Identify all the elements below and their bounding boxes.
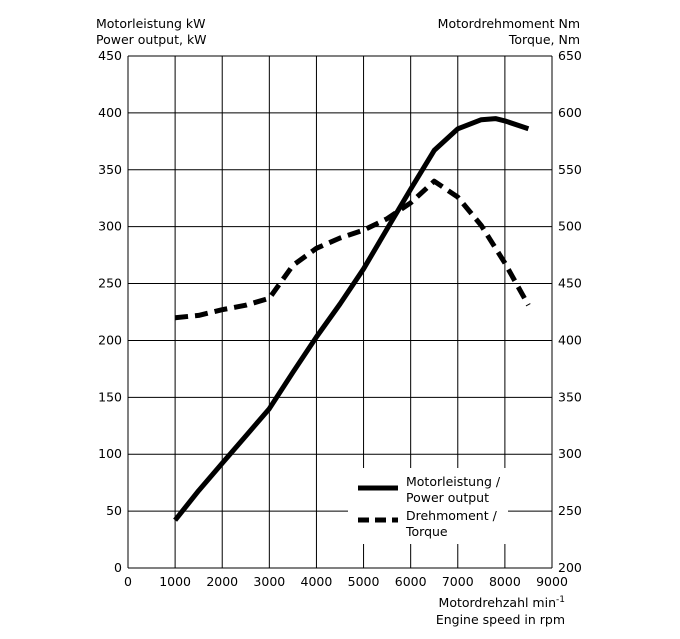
legend-power-de: Motorleistung / [406, 474, 501, 489]
legend-torque-en: Torque [405, 524, 448, 539]
right-axis-title-en: Torque, Nm [508, 32, 580, 47]
right-tick-label-0: 200 [558, 560, 582, 575]
left-tick-label-8: 400 [98, 105, 122, 120]
series-group [173, 116, 531, 522]
right-tick-label-7: 550 [558, 162, 582, 177]
left-axis-title-en: Power output, kW [96, 32, 207, 47]
x-axis-title-en: Engine speed in rpm [436, 612, 565, 627]
x-tick-label-1: 1000 [159, 574, 191, 589]
legend: Motorleistung / Power output Drehmoment … [348, 468, 508, 544]
left-tick-label-3: 150 [98, 389, 122, 404]
x-tick-label-6: 6000 [395, 574, 427, 589]
left-axis-title-de: Motorleistung kW [96, 16, 206, 31]
x-tick-label-2: 2000 [206, 574, 238, 589]
right-tick-label-8: 600 [558, 105, 582, 120]
x-tick-label-0: 0 [124, 574, 132, 589]
left-tick-label-6: 300 [98, 219, 122, 234]
series-power-line [173, 116, 530, 522]
x-tick-label-9: 9000 [536, 574, 568, 589]
right-axis-ticks: 200 250 300 350 400 450 500 550 600 650 [558, 48, 582, 575]
right-tick-label-2: 300 [558, 446, 582, 461]
left-tick-label-9: 450 [98, 48, 122, 63]
legend-power-en: Power output [406, 490, 489, 505]
right-tick-label-3: 350 [558, 389, 582, 404]
x-tick-label-5: 5000 [348, 574, 380, 589]
right-axis-title-de: Motordrehmoment Nm [438, 16, 580, 31]
right-tick-label-5: 450 [558, 276, 582, 291]
left-tick-label-4: 200 [98, 332, 122, 347]
left-tick-label-1: 50 [106, 503, 122, 518]
left-tick-label-7: 350 [98, 162, 122, 177]
x-axis-title-de-text: Motordrehzahl min [439, 595, 556, 610]
legend-torque-de: Drehmoment / [406, 508, 498, 523]
x-tick-label-3: 3000 [253, 574, 285, 589]
x-axis-ticks: 0 1000 2000 3000 4000 5000 6000 7000 8000 9000 [124, 574, 568, 589]
left-tick-label-5: 250 [98, 276, 122, 291]
left-axis-ticks: 0 50 100 150 200 250 300 350 400 450 [98, 48, 122, 575]
left-tick-label-2: 100 [98, 446, 122, 461]
x-tick-label-4: 4000 [301, 574, 333, 589]
left-tick-label-0: 0 [114, 560, 122, 575]
right-tick-label-6: 500 [558, 219, 582, 234]
legend-background [348, 468, 508, 544]
series-torque-line [174, 178, 531, 321]
x-tick-label-8: 8000 [489, 574, 521, 589]
x-axis-title-sup: -1 [556, 595, 565, 605]
right-tick-label-1: 250 [558, 503, 582, 518]
x-axis-title-de: Motordrehzahl min-1 [439, 595, 565, 610]
x-tick-label-7: 7000 [442, 574, 474, 589]
grid [127, 55, 553, 569]
right-tick-label-4: 400 [558, 332, 582, 347]
right-tick-label-9: 650 [558, 48, 582, 63]
